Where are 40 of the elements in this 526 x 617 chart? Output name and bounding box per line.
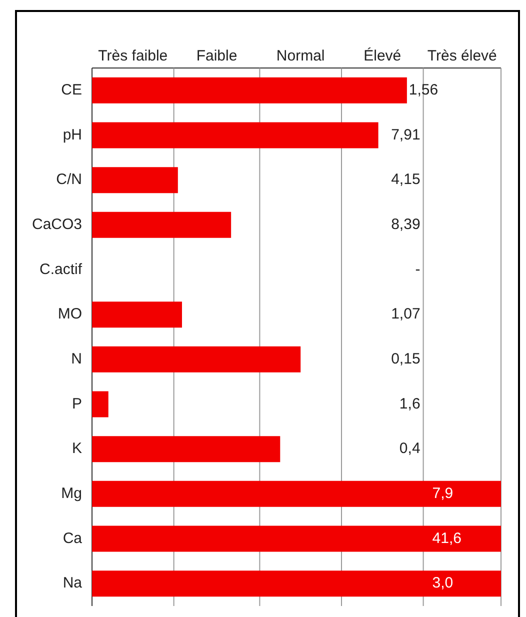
bar [92, 122, 378, 148]
bar [92, 480, 501, 507]
ref-line-label: Faible [196, 48, 238, 65]
y-tick-label: MO [58, 306, 82, 323]
annotation: 1,07 [391, 306, 420, 323]
bar [92, 212, 232, 238]
bar [92, 346, 301, 372]
y-tick-label: CaCO3 [32, 216, 82, 234]
bar [92, 77, 407, 104]
annotation: - [415, 260, 420, 278]
ref-line-label: Très élevé [427, 48, 497, 65]
y-tick-label: Ca [62, 530, 83, 547]
annotation: 1,6 [399, 395, 420, 412]
y-tick-label: pH [62, 126, 82, 144]
ref-line-label: Élevé [364, 46, 402, 65]
ref-line-label: Normal [276, 48, 325, 65]
y-tick-label: Mg [61, 485, 82, 502]
annotation: 1,56 [408, 82, 438, 99]
y-tick-label: Na [62, 574, 83, 592]
bar [92, 167, 178, 194]
annotation: 7,91 [391, 126, 420, 144]
bar [92, 302, 182, 328]
y-tick-label: P [72, 395, 82, 412]
y-tick-label: C.actif [40, 260, 83, 278]
annotation: 0,4 [399, 440, 420, 458]
annotation: 4,15 [391, 171, 420, 188]
y-tick-label: C/N [56, 171, 82, 188]
annotation: 3,0 [432, 574, 454, 592]
bar [92, 391, 108, 418]
annotation: 7,9 [432, 485, 454, 502]
annotation: 41,6 [432, 530, 462, 547]
y-tick-label: K [72, 440, 82, 458]
bar [92, 570, 501, 597]
ref-line-label: Très faible [98, 48, 168, 65]
bar [92, 436, 280, 462]
y-tick-label: N [71, 350, 82, 368]
annotation: 8,39 [391, 216, 420, 234]
annotation: 0,15 [391, 350, 420, 368]
bar [92, 526, 501, 552]
y-tick-label: CE [61, 82, 82, 99]
